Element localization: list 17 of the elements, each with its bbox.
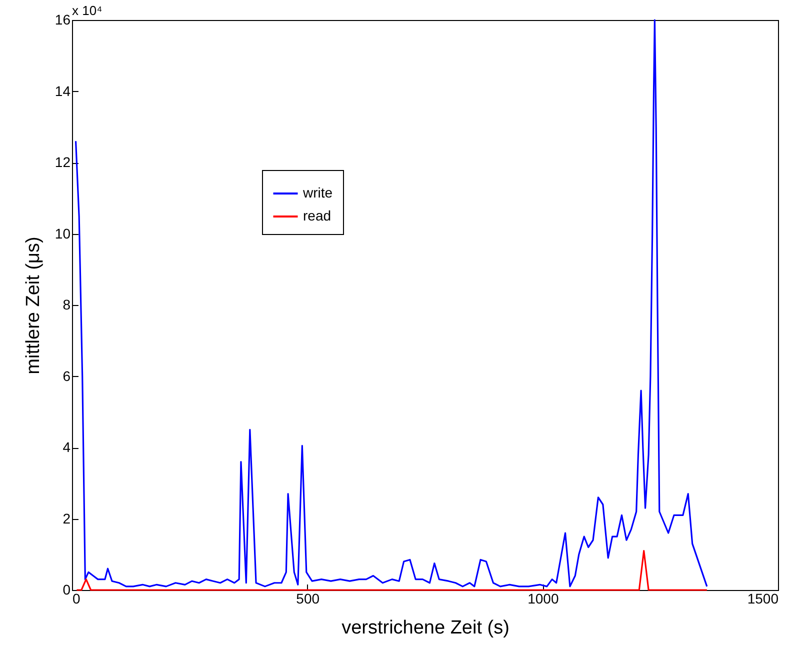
y-tick-label: 4 bbox=[62, 439, 71, 455]
y-tick-label: 6 bbox=[62, 368, 71, 384]
y-tick-label: 12 bbox=[54, 154, 71, 170]
legend-label: write bbox=[302, 184, 333, 200]
y-tick-label: 8 bbox=[62, 296, 71, 312]
y-axis-title: mittlere Zeit (μs) bbox=[22, 236, 44, 374]
y-tick-label: 10 bbox=[54, 225, 71, 242]
y-tick-label: 16 bbox=[54, 12, 71, 28]
x-tick-label: 500 bbox=[296, 590, 320, 606]
x-axis-title: verstrichene Zeit (s) bbox=[342, 618, 510, 638]
text: x 10⁴ bbox=[72, 3, 102, 18]
legend-label: read bbox=[303, 208, 332, 224]
x-tick-label: 1500 bbox=[747, 590, 779, 606]
x-tick-label: 1000 bbox=[528, 590, 559, 606]
line-series bbox=[74, 19, 708, 588]
y-tick-label: 2 bbox=[62, 510, 71, 526]
y-tick-label: 14 bbox=[54, 82, 71, 99]
